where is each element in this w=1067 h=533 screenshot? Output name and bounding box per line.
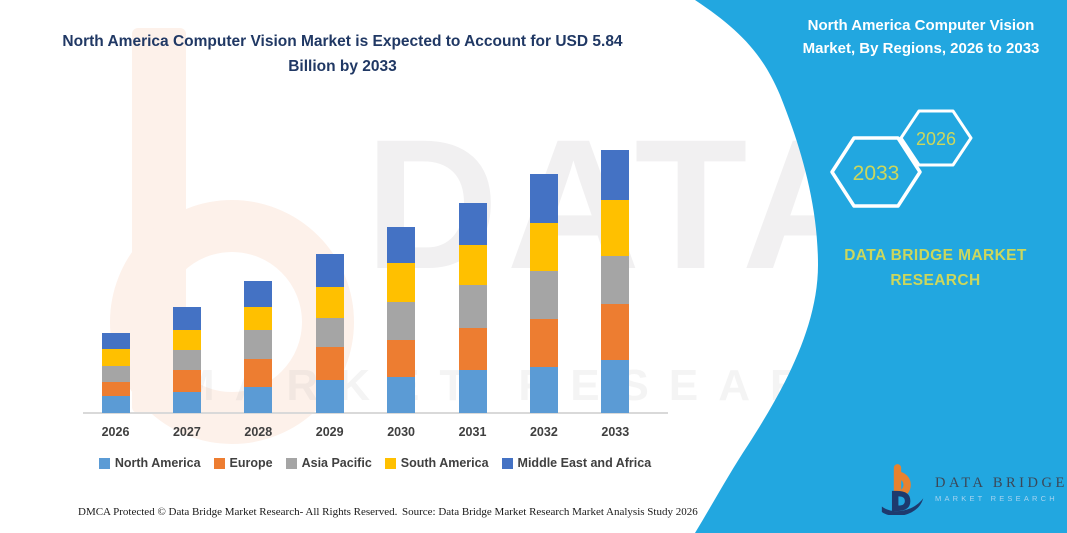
segment-middle-east-and-africa <box>387 227 416 264</box>
segment-middle-east-and-africa <box>315 254 344 287</box>
bar-2031 <box>458 202 487 413</box>
segment-south-america <box>601 200 630 256</box>
segment-asia-pacific <box>315 317 344 347</box>
segment-north-america <box>529 366 558 413</box>
segment-europe <box>601 303 630 360</box>
hexagon-2026 <box>899 109 973 167</box>
legend-label: Middle East and Africa <box>517 456 652 470</box>
legend-item-asia-pacific: Asia Pacific <box>285 456 372 470</box>
bar-2028 <box>244 280 273 413</box>
segment-asia-pacific <box>387 302 416 340</box>
segment-asia-pacific <box>244 329 273 359</box>
legend-item-middle-east-and-africa: Middle East and Africa <box>501 456 652 470</box>
segment-europe <box>387 339 416 377</box>
x-axis-label: 2027 <box>172 425 201 439</box>
segment-north-america <box>458 370 487 413</box>
segment-europe <box>529 318 558 367</box>
segment-south-america <box>315 286 344 318</box>
x-axis-line <box>83 412 668 414</box>
x-axis-label: 2029 <box>315 425 344 439</box>
blue-curved-panel <box>695 0 1067 533</box>
segment-middle-east-and-africa <box>244 280 273 307</box>
x-axis-label: 2026 <box>101 425 130 439</box>
segment-europe <box>458 327 487 371</box>
segment-north-america <box>387 376 416 413</box>
segment-middle-east-and-africa <box>101 333 130 350</box>
segment-asia-pacific <box>458 285 487 328</box>
segment-north-america <box>601 359 630 413</box>
legend-swatch <box>285 457 297 469</box>
segment-asia-pacific <box>529 270 558 319</box>
legend-swatch <box>213 457 225 469</box>
segment-europe <box>101 382 130 396</box>
segment-middle-east-and-africa <box>529 174 558 223</box>
bar-2026 <box>101 333 130 413</box>
segment-south-america <box>387 263 416 303</box>
segment-south-america <box>172 329 201 351</box>
brand-text: DATA BRIDGE MARKET RESEARCH <box>844 247 1027 289</box>
data-bridge-logo-icon <box>881 464 924 515</box>
source-text: Source: Data Bridge Market Research Mark… <box>402 506 698 518</box>
segment-europe <box>172 370 201 393</box>
page-title: North America Computer Vision Market is … <box>62 33 623 75</box>
bar-2029 <box>315 254 344 413</box>
segment-south-america <box>101 349 130 366</box>
segment-north-america <box>101 395 130 413</box>
bar-2027 <box>172 306 201 413</box>
legend-swatch <box>384 457 396 469</box>
legend-swatch <box>501 457 513 469</box>
data-bridge-logo: DATA BRIDGE MARKET RESEARCH <box>880 463 1067 515</box>
bar-2032 <box>529 174 558 413</box>
segment-north-america <box>315 380 344 413</box>
x-axis-label: 2032 <box>529 425 558 439</box>
legend-item-north-america: North America <box>98 456 201 470</box>
legend-swatch <box>98 457 110 469</box>
panel-title: North America Computer Vision Market, By… <box>802 17 1040 57</box>
hexagon-2033 <box>830 136 922 208</box>
dmca-copyright-text: DMCA Protected © Data Bridge Market Rese… <box>78 506 398 518</box>
segment-europe <box>244 358 273 387</box>
legend-label: Asia Pacific <box>301 456 372 470</box>
segment-north-america <box>172 392 201 413</box>
segment-south-america <box>529 222 558 271</box>
logo-wordmark: DATA BRIDGE <box>935 475 1067 491</box>
segment-middle-east-and-africa <box>458 202 487 246</box>
bar-2033 <box>601 149 630 413</box>
stacked-bar-chart: 2026 2027 2028 2029 2030 2031 2032 2033 <box>83 149 668 439</box>
legend-label: North America <box>114 456 201 470</box>
legend-item-europe: Europe <box>213 456 273 470</box>
x-axis-label: 2030 <box>387 425 415 439</box>
x-axis-label: 2031 <box>458 425 487 439</box>
hexagon-2033-label: 2033 <box>853 162 900 185</box>
x-axis-label: 2028 <box>244 425 273 439</box>
legend-item-south-america: South America <box>384 456 489 470</box>
segment-middle-east-and-africa <box>601 149 630 201</box>
legend-label: Europe <box>229 456 273 470</box>
segment-north-america <box>244 386 273 413</box>
segment-south-america <box>244 306 273 330</box>
segment-asia-pacific <box>601 255 630 304</box>
hexagon-2026-label: 2026 <box>916 129 956 149</box>
bar-2030 <box>387 227 416 413</box>
logo-tagline: MARKET RESEARCH <box>935 494 1058 503</box>
segment-asia-pacific <box>101 365 130 383</box>
chart-legend: North America Europe Asia Pacific South Ame… <box>60 456 690 470</box>
segment-middle-east-and-africa <box>172 306 201 330</box>
x-axis-label: 2033 <box>601 425 630 439</box>
segment-asia-pacific <box>172 350 201 371</box>
legend-label: South America <box>400 456 489 470</box>
segment-south-america <box>458 245 487 286</box>
segment-europe <box>315 346 344 381</box>
